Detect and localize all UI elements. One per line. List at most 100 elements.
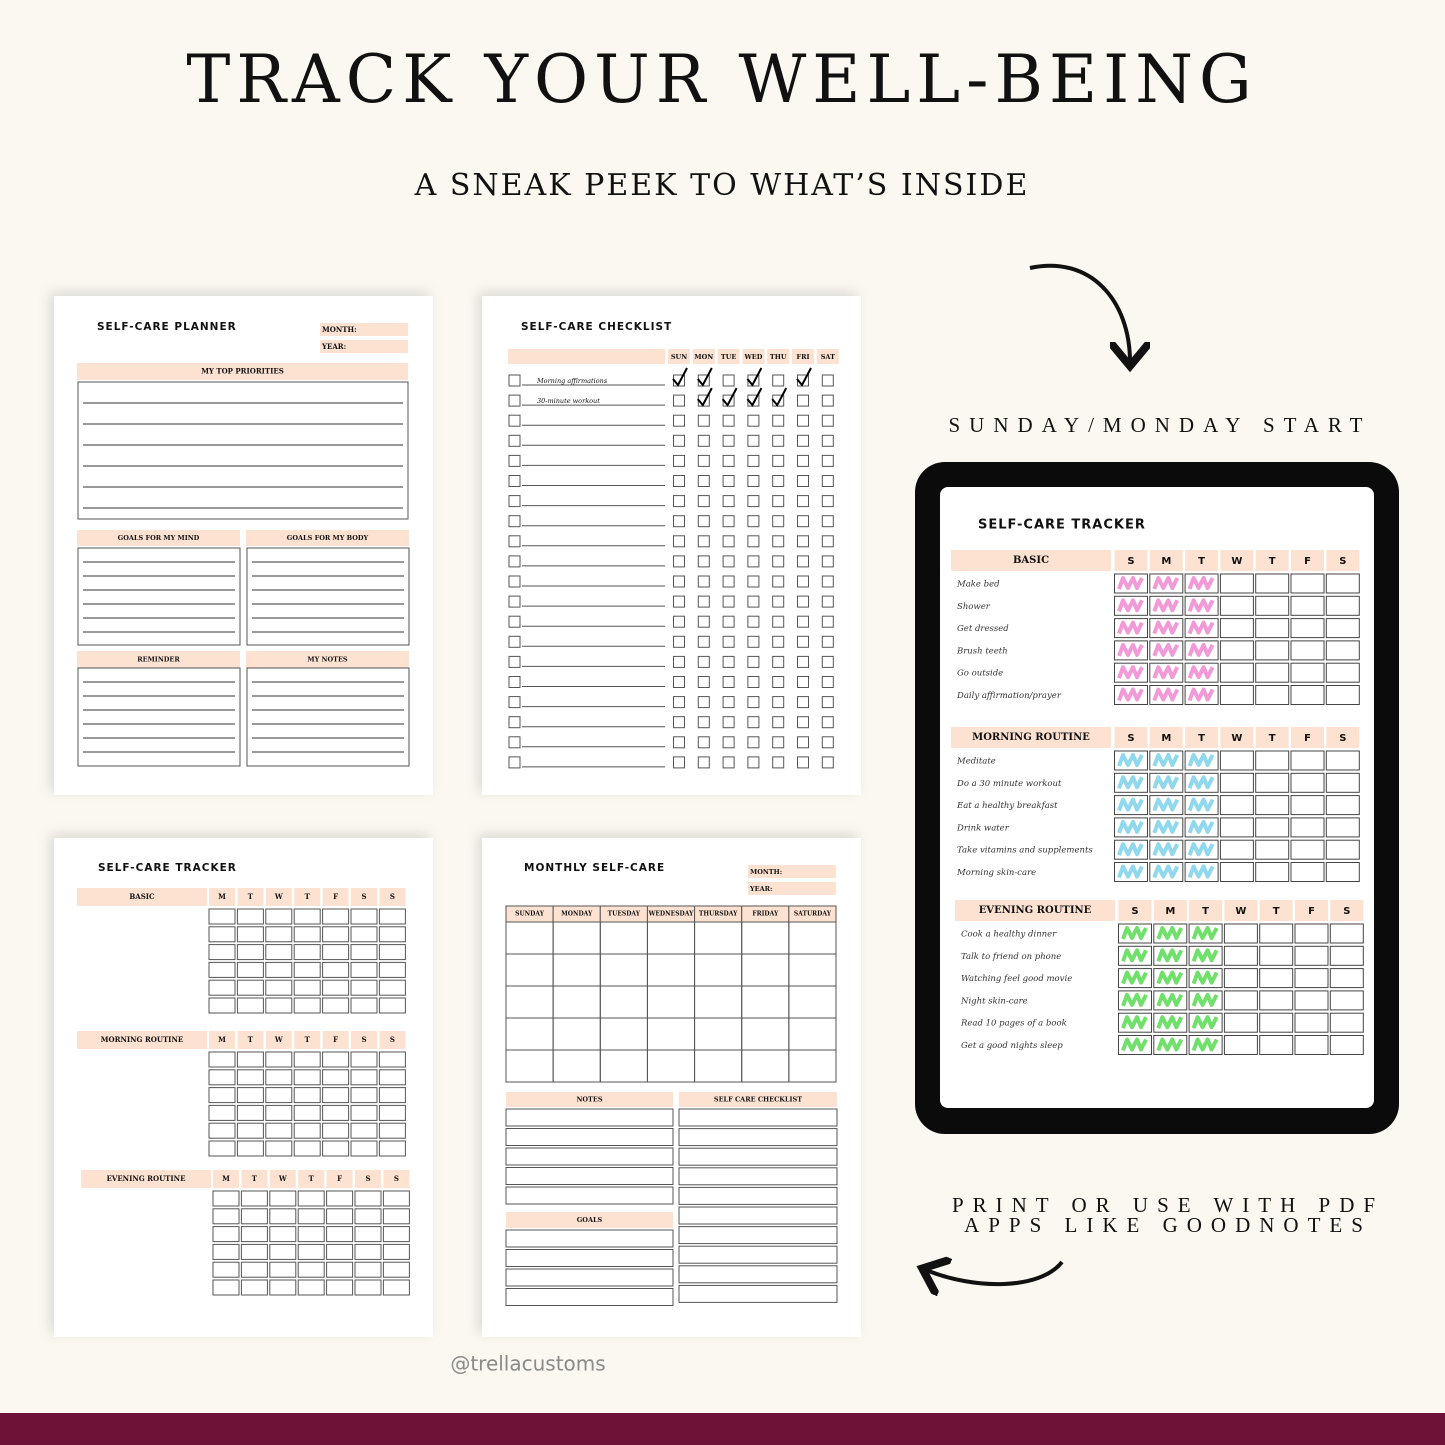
box <box>246 667 410 767</box>
tracker-cell <box>326 1279 354 1296</box>
checkbox <box>747 736 760 749</box>
day-cell <box>1149 550 1183 571</box>
tracker-cell <box>350 997 378 1014</box>
check-row <box>678 1128 838 1147</box>
tracker-cell <box>378 926 406 943</box>
tracker-cell <box>1259 1035 1294 1055</box>
scribble <box>1187 753 1215 767</box>
day-cell <box>269 1170 296 1188</box>
tracker-cell <box>1114 618 1148 639</box>
tracker-cell <box>236 1051 264 1068</box>
checkbox <box>772 374 785 387</box>
tracker-cell <box>1290 772 1325 793</box>
tracker-cell <box>322 979 350 996</box>
checkbox <box>797 475 809 487</box>
item-label: Daily affirmation/prayer <box>956 691 1062 701</box>
tracker-cell <box>326 1261 354 1278</box>
scribble <box>1152 775 1180 790</box>
scribble <box>1187 665 1215 680</box>
tracker-cell <box>1188 1035 1223 1055</box>
item-label: Watching feel good movie <box>961 974 1072 984</box>
checkbox <box>508 535 521 548</box>
tracker-cell <box>236 1122 264 1139</box>
scribble <box>1187 642 1215 657</box>
tracker-cell <box>1259 923 1294 944</box>
tracker-cell <box>1153 968 1188 989</box>
checkbox <box>508 635 521 648</box>
header-label: SELF CARE CHECKLIST <box>714 1096 802 1104</box>
tracker-cell <box>1149 595 1184 616</box>
checkbox <box>697 555 710 568</box>
tracker-cell <box>322 1087 350 1104</box>
tracker-cell <box>208 1051 236 1068</box>
checkbox <box>673 515 685 528</box>
tracker-cell <box>1118 945 1152 966</box>
scribble <box>1187 797 1215 812</box>
tracker-cell <box>236 997 264 1014</box>
checkbox <box>697 716 710 729</box>
tracker-cell <box>326 1226 354 1243</box>
tracker-cell <box>1149 573 1184 594</box>
title: TRACK YOUR WELL-BEING <box>186 41 1257 118</box>
tracker-cell <box>1184 862 1219 882</box>
checkbox <box>722 454 735 467</box>
tracker-cell <box>1294 1035 1329 1055</box>
tracker-cell <box>1149 795 1184 816</box>
tracker-cell <box>1114 750 1148 771</box>
tracker-cell <box>1188 1012 1223 1033</box>
tracker-cell <box>1325 662 1360 683</box>
day-label: S <box>361 1035 366 1044</box>
tracker-cell <box>1325 750 1360 771</box>
tracker-cell <box>1290 817 1325 838</box>
scribble <box>1121 1015 1148 1030</box>
checkbox <box>772 676 785 688</box>
checkbox <box>697 595 710 608</box>
checkbox <box>508 615 521 628</box>
arrow <box>1029 263 1130 362</box>
tracker-cell <box>378 1051 406 1068</box>
tracker-cell <box>297 1190 325 1207</box>
check-row <box>678 1167 838 1186</box>
tracker-cell <box>1219 817 1254 838</box>
day-cell <box>816 349 839 364</box>
tracker-cell <box>208 1087 236 1104</box>
checkbox <box>772 515 785 528</box>
checkbox <box>508 676 521 688</box>
item-label: Eat a healthy breakfast <box>956 801 1058 811</box>
scribble <box>1187 864 1215 879</box>
day-cell <box>241 1170 268 1188</box>
tracker-cell <box>297 1279 325 1296</box>
header-bar <box>77 651 240 668</box>
day-label: T <box>1269 556 1276 567</box>
day-cell <box>692 349 715 364</box>
tracker-cell <box>293 944 321 961</box>
checkbox <box>722 535 735 548</box>
checkbox <box>722 716 735 729</box>
day-label: F <box>1304 556 1311 567</box>
checkbox <box>821 635 834 648</box>
day-cell <box>1114 727 1148 748</box>
tracker-cell <box>1255 618 1290 639</box>
tracker-cell <box>1149 772 1184 793</box>
day-cell <box>265 888 292 906</box>
tracker-cell <box>326 1208 354 1225</box>
tracker-cell <box>1290 640 1325 661</box>
checkbox <box>722 555 735 568</box>
tracker-cell <box>1325 595 1360 616</box>
tracker-cell <box>265 1051 293 1068</box>
day-cell <box>351 888 377 906</box>
day-cell <box>294 888 321 906</box>
tracker-cell <box>208 908 236 925</box>
scribble <box>1117 775 1144 790</box>
day-cell <box>1259 900 1293 921</box>
checkbox <box>797 414 809 427</box>
checkbox <box>697 454 710 467</box>
tracker-cell <box>1184 750 1219 771</box>
tracker-cell <box>265 944 293 961</box>
tracker-cell <box>1255 862 1290 882</box>
header-label: BASIC <box>1013 555 1049 566</box>
day-label: S <box>394 1174 399 1183</box>
tracker-cell <box>293 961 321 978</box>
tracker-cell <box>293 997 321 1014</box>
